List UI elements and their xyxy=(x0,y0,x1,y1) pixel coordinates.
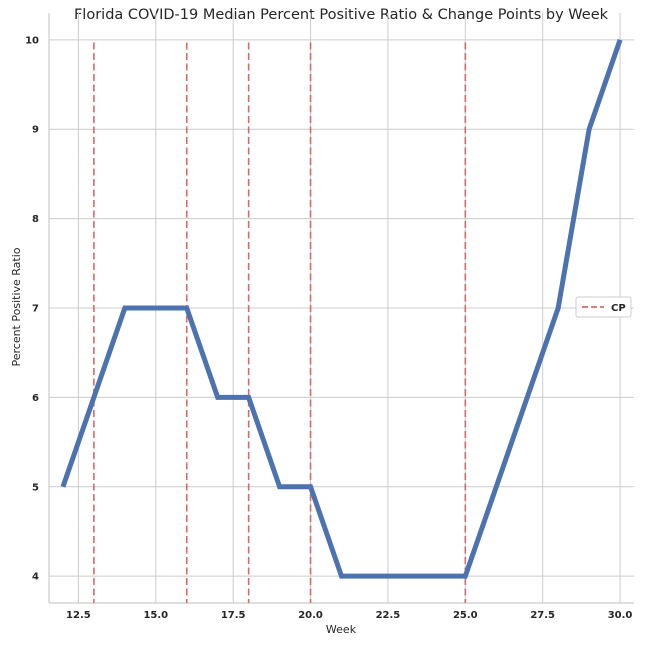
y-tick-label: 4 xyxy=(32,572,39,583)
y-tick-label: 6 xyxy=(32,393,39,404)
legend-cp-label: CP xyxy=(611,303,626,314)
y-axis-label: Percent Positive Ratio xyxy=(10,247,23,366)
change-point-lines xyxy=(93,42,467,603)
x-tick-label: 12.5 xyxy=(66,610,91,621)
legend: CP xyxy=(575,296,632,318)
series-layer xyxy=(60,39,623,579)
x-tick-label: 20.0 xyxy=(298,610,323,621)
x-tick-label: 17.5 xyxy=(221,610,246,621)
tick-labels: 12.5 15.0 17.5 20.0 22.5 25.0 27.5 30.0 4 5 6 7 8 9 10 xyxy=(25,35,632,621)
x-tick-label: 25.0 xyxy=(453,610,478,621)
y-tick-label: 10 xyxy=(25,35,39,46)
y-tick-label: 9 xyxy=(32,125,39,136)
x-tick-label: 15.0 xyxy=(143,610,168,621)
x-tick-label: 22.5 xyxy=(376,610,401,621)
series-line xyxy=(60,39,623,579)
y-tick-label: 5 xyxy=(32,482,39,493)
x-tick-label: 30.0 xyxy=(608,610,633,621)
axes xyxy=(48,13,634,604)
chart-title: Florida COVID-19 Median Percent Positive… xyxy=(74,7,609,23)
x-tick-label: 27.5 xyxy=(530,610,555,621)
y-tick-label: 7 xyxy=(32,304,39,315)
x-axis-label: Week xyxy=(326,623,357,636)
y-tick-label: 8 xyxy=(32,214,39,225)
